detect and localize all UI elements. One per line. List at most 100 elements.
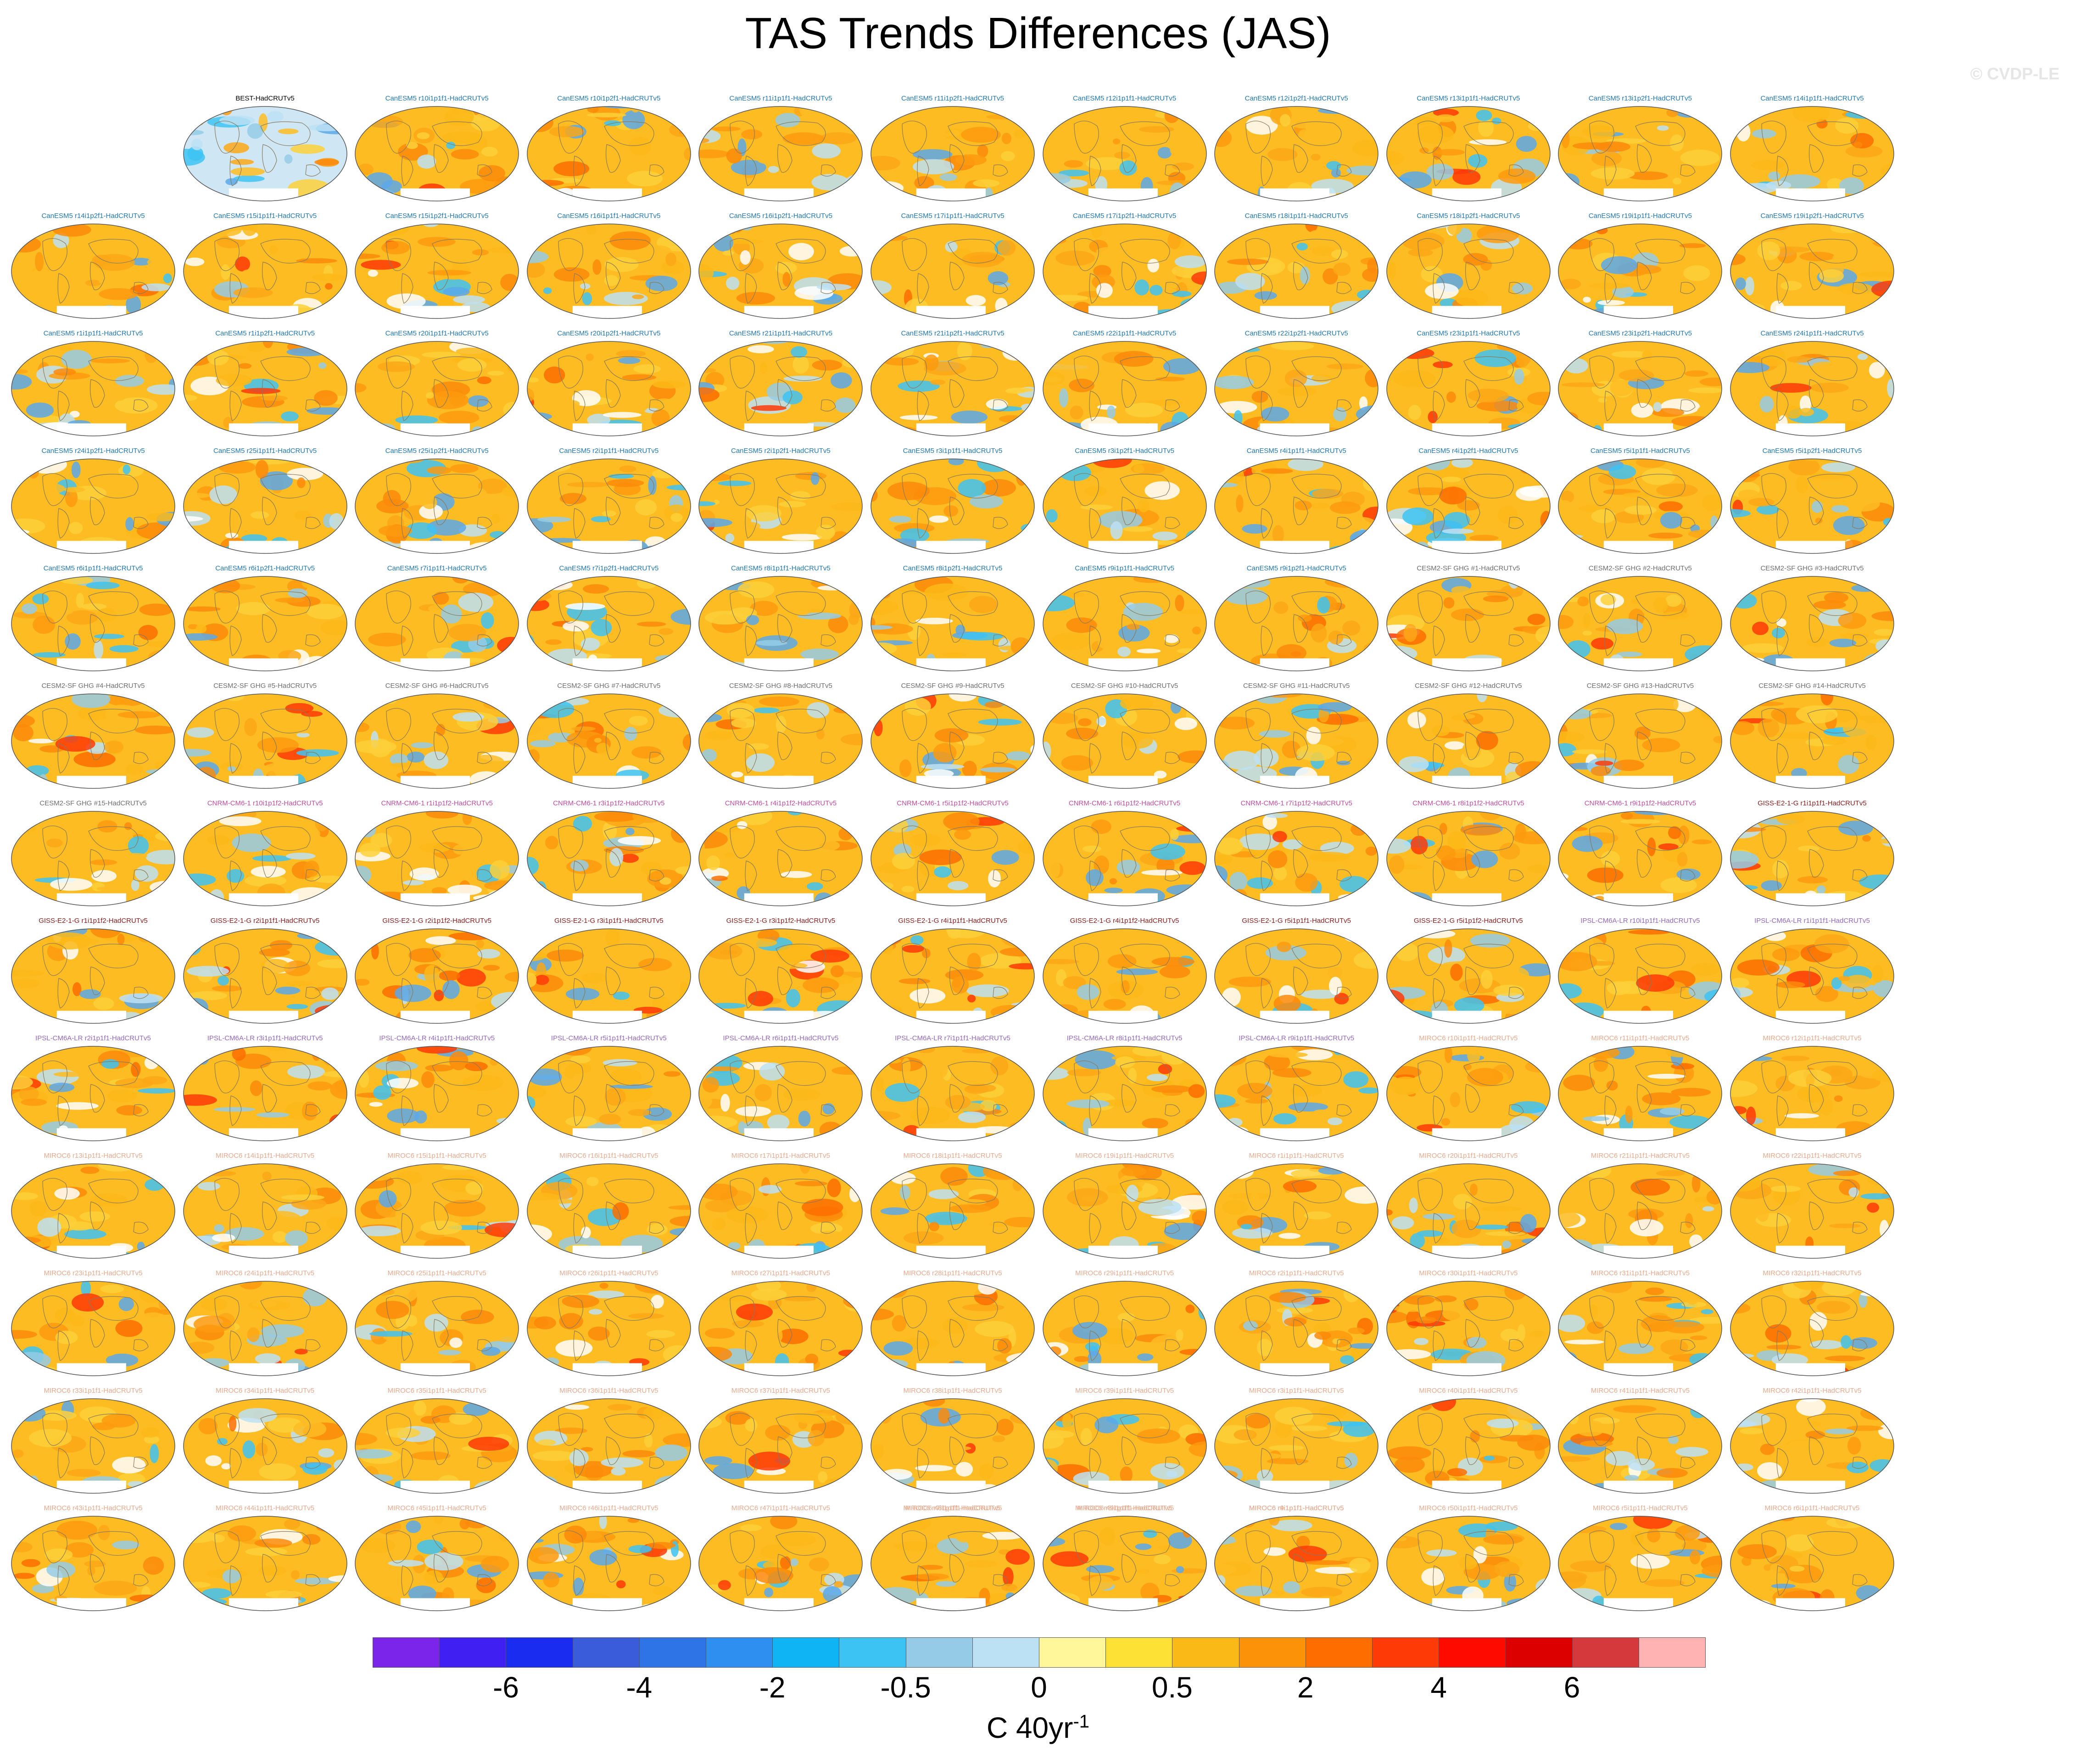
- trend-anomaly-patch: [746, 753, 775, 772]
- trend-anomaly-patch: [1398, 756, 1429, 772]
- continent-outline: [949, 966, 965, 995]
- trend-anomaly-patch: [1815, 518, 1823, 524]
- trend-anomaly-patch: [1502, 1240, 1511, 1249]
- trend-anomaly-patch: [1798, 408, 1814, 416]
- trend-anomaly-patch: [655, 1444, 687, 1461]
- continent-outline: [1635, 1178, 1685, 1204]
- trend-anomaly-patch: [417, 132, 430, 140]
- map-border: [183, 928, 347, 1024]
- continent-outline: [89, 1084, 105, 1113]
- map-panel: CanESM5 r19i1p2f1-HadCRUTv5: [1726, 212, 1898, 327]
- panel-label: CanESM5 r19i1p1f1-HadCRUTv5: [1588, 212, 1692, 220]
- trend-anomaly-patch: [1591, 637, 1614, 650]
- trend-anomaly-patch: [939, 173, 957, 181]
- trend-anomaly-patch: [402, 880, 424, 886]
- continent-outline: [917, 1095, 929, 1126]
- map-panel: CanESM5 r15i1p1f1-HadCRUTv5: [179, 212, 351, 327]
- map-border: [183, 693, 347, 789]
- continent-outline: [89, 966, 105, 995]
- trend-anomaly-patch: [982, 1410, 992, 1416]
- trend-anomaly-patch: [990, 1056, 1009, 1076]
- trend-anomaly-patch: [94, 640, 104, 659]
- trend-anomaly-patch: [892, 1315, 907, 1332]
- trend-anomaly-patch: [286, 1004, 308, 1010]
- map-panel: MIROC6 r42i1p1f1-HadCRUTv5: [1726, 1387, 1898, 1502]
- panel-label: MIROC6 r30i1p1f1-HadCRUTv5: [1419, 1269, 1518, 1277]
- trend-anomaly-patch: [1051, 1004, 1078, 1016]
- antarctica-missing-data: [1088, 1363, 1158, 1376]
- trend-anomaly-patch: [1166, 1470, 1177, 1477]
- panel-label: CESM2-SF GHG #4-HadCRUTv5: [41, 682, 145, 690]
- trend-anomaly-patch: [1817, 1301, 1851, 1314]
- trend-anomaly-patch: [849, 1123, 862, 1138]
- trend-anomaly-patch: [275, 1120, 296, 1125]
- map-border: [527, 341, 691, 436]
- trend-anomaly-patch: [1386, 838, 1411, 854]
- trend-anomaly-patch: [1882, 1399, 1893, 1402]
- trend-anomaly-patch: [443, 287, 470, 297]
- trend-anomaly-patch: [564, 1404, 589, 1410]
- trend-anomaly-patch: [1386, 306, 1403, 318]
- continent-outline: [558, 1295, 583, 1329]
- continent-outline: [948, 121, 998, 146]
- trend-anomaly-patch: [1571, 937, 1604, 954]
- trend-anomaly-patch: [979, 1463, 994, 1479]
- continent-outline: [1089, 156, 1101, 186]
- antarctica-missing-data: [1088, 893, 1158, 906]
- trend-anomaly-patch: [889, 516, 911, 523]
- antarctica-missing-data: [400, 1363, 470, 1376]
- trend-anomaly-patch: [1819, 1098, 1833, 1116]
- trend-anomaly-patch: [230, 159, 254, 165]
- panel-label: IPSL-CM6A-LR r8i1p1f1-HadCRUTv5: [1066, 1034, 1183, 1042]
- trend-anomaly-patch: [1462, 741, 1481, 759]
- continent-outline: [229, 508, 242, 539]
- continent-outline: [1336, 1457, 1352, 1469]
- continent-outline: [1336, 282, 1352, 294]
- trend-anomaly-patch: [725, 405, 737, 417]
- trend-anomaly-patch: [143, 1604, 151, 1611]
- trend-anomaly-patch: [768, 1326, 783, 1344]
- trend-anomaly-patch: [1011, 1403, 1028, 1416]
- trend-anomaly-patch: [152, 899, 166, 906]
- trend-anomaly-patch: [1434, 149, 1465, 156]
- continent-outline: [820, 399, 837, 412]
- trend-anomaly-patch: [1345, 517, 1376, 529]
- trend-anomaly-patch: [1116, 860, 1140, 875]
- map-heatmap: [698, 928, 863, 1024]
- map-heatmap: [527, 928, 691, 1024]
- trend-anomaly-patch: [1228, 977, 1272, 987]
- antarctica-missing-data: [1260, 1363, 1330, 1376]
- trend-anomaly-patch: [395, 415, 438, 425]
- trend-anomaly-patch: [256, 1112, 290, 1118]
- trend-anomaly-patch: [874, 777, 907, 787]
- trend-anomaly-patch: [1176, 648, 1198, 653]
- trend-anomaly-patch: [1680, 150, 1720, 166]
- trend-anomaly-patch: [1112, 138, 1120, 145]
- map-heatmap: [1730, 1281, 1894, 1376]
- continent-outline: [1604, 743, 1617, 774]
- trend-anomaly-patch: [609, 848, 623, 866]
- trend-anomaly-patch: [1298, 614, 1312, 622]
- continent-outline: [477, 164, 492, 177]
- trend-anomaly-patch: [753, 707, 780, 714]
- continent-outline: [1807, 591, 1858, 616]
- trend-anomaly-patch: [1218, 1240, 1230, 1258]
- trend-anomaly-patch: [629, 715, 648, 726]
- trend-anomaly-patch: [567, 482, 610, 487]
- continent-outline: [993, 987, 1008, 999]
- map-border: [355, 811, 519, 906]
- continent-outline: [1604, 625, 1617, 656]
- continent-outline: [605, 262, 621, 290]
- trend-anomaly-patch: [586, 225, 597, 234]
- panel-label: IPSL-CM6A-LR r4i1p1f1-HadCRUTv5: [379, 1034, 495, 1042]
- trend-anomaly-patch: [433, 592, 449, 605]
- trend-anomaly-patch: [1407, 712, 1426, 729]
- trend-anomaly-patch: [1601, 850, 1620, 867]
- trend-anomaly-patch: [1125, 402, 1163, 418]
- trend-anomaly-patch: [776, 715, 787, 734]
- trend-anomaly-patch: [1468, 389, 1509, 402]
- trend-anomaly-patch: [1343, 1071, 1369, 1088]
- trend-anomaly-patch: [442, 980, 460, 999]
- trend-anomaly-patch: [242, 268, 276, 275]
- trend-anomaly-patch: [197, 1212, 229, 1223]
